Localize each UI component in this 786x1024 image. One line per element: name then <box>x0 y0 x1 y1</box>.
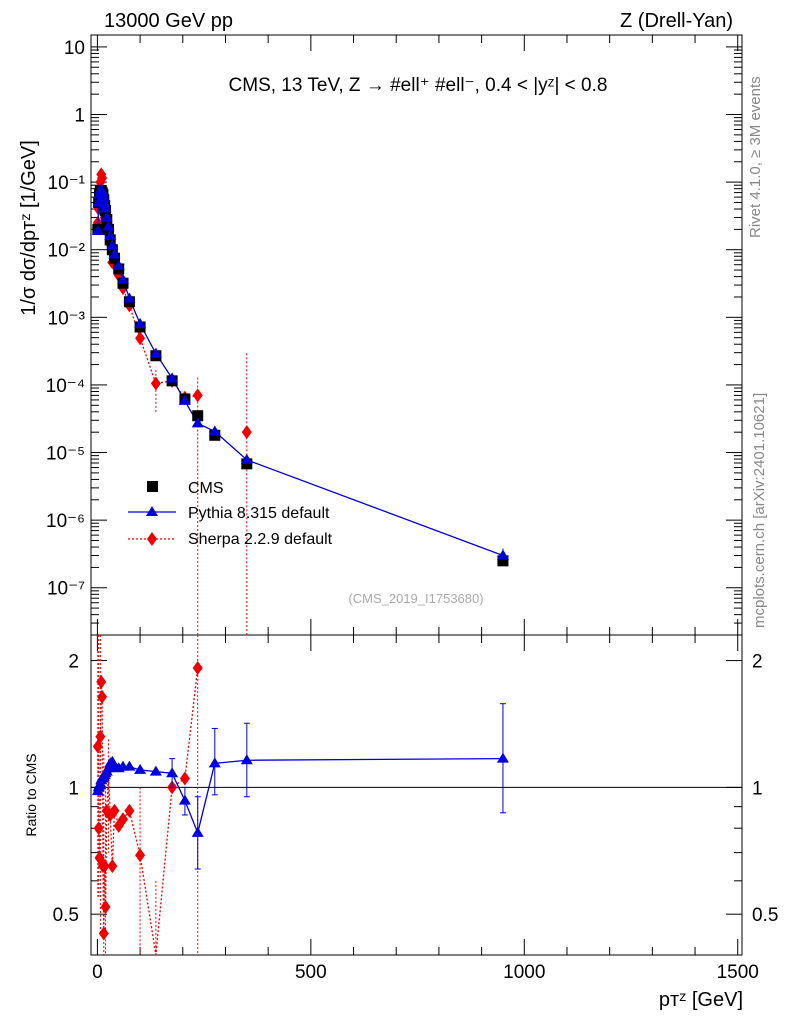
data-point <box>99 202 112 213</box>
data-point <box>135 848 146 863</box>
data-point <box>178 394 191 405</box>
data-point <box>98 197 111 208</box>
header-right: Z (Drell-Yan) <box>620 10 733 32</box>
data-point <box>106 239 119 250</box>
series-line-pythia <box>97 188 504 557</box>
y-tick-label-ratio-right: 0.5 <box>752 905 778 926</box>
y-tick-label-main: 10⁻⁶ <box>46 511 85 532</box>
data-point <box>134 317 147 328</box>
data-point <box>124 803 135 818</box>
ratio-series-group <box>91 635 509 956</box>
analysis-id: (CMS_2019_I1753680) <box>348 591 483 606</box>
series-line-sherpa <box>97 174 198 399</box>
ratio-panel-frame <box>90 634 743 956</box>
ratio-line-pythia <box>97 758 503 835</box>
data-point <box>117 273 130 284</box>
data-point <box>134 763 147 774</box>
plot-title: CMS, 13 TeV, Z → #ell⁺ #ell⁻, 0.4 < |yᶻ|… <box>229 75 608 96</box>
y-tick-label-ratio: 0.5 <box>53 905 79 926</box>
rivet-label: Rivet 4.1.0, ≥ 3M events <box>747 76 764 238</box>
data-point <box>208 757 221 768</box>
data-point <box>96 187 109 198</box>
data-point <box>106 244 118 256</box>
y-tick-label-main: 10⁻³ <box>48 308 86 329</box>
y-tick-label-main: 10⁻¹ <box>48 173 86 194</box>
data-point <box>497 555 509 567</box>
y-axis-label-main: 1/σ dσ/dpᴛᶻ [1/GeV] <box>18 140 40 316</box>
data-point <box>135 331 146 346</box>
data-point <box>97 192 110 203</box>
data-point <box>166 767 179 778</box>
y-tick-label-main: 10⁻⁷ <box>47 579 85 600</box>
data-point <box>107 859 118 874</box>
x-tick-label: 0 <box>92 962 103 983</box>
data-point <box>149 347 162 358</box>
x-axis-label: pᴛᶻ [GeV] <box>659 989 743 1011</box>
data-point <box>191 826 204 837</box>
data-point <box>241 425 252 440</box>
legend-marker-pythia <box>146 506 158 516</box>
data-point <box>97 689 108 704</box>
data-point <box>496 752 509 763</box>
legend: CMS Pythia 8.315 default Sherpa 2.2.9 de… <box>128 480 333 548</box>
y-tick-label-main: 10⁻⁴ <box>46 376 85 397</box>
y-tick-label-ratio-right: 1 <box>752 778 763 799</box>
data-point <box>123 760 136 771</box>
data-point <box>91 224 104 235</box>
data-point <box>100 900 111 915</box>
legend-marker-cms <box>147 481 158 492</box>
data-point <box>166 372 179 383</box>
data-point <box>240 453 253 464</box>
data-point <box>99 859 110 874</box>
y-tick-label-ratio-right: 2 <box>752 652 763 673</box>
legend-label-sherpa: Sherpa 2.2.9 default <box>188 531 333 548</box>
data-point <box>240 754 253 765</box>
data-point <box>496 549 509 560</box>
data-point <box>192 388 203 403</box>
x-tick-label: 1000 <box>503 962 545 983</box>
data-point <box>241 458 253 470</box>
data-point <box>149 765 162 776</box>
data-point <box>109 803 120 818</box>
y-tick-label-main: 10⁻² <box>48 241 86 262</box>
data-point <box>102 220 115 231</box>
mcplots-label: mcplots.cern.ch [arXiv:2401.10621] <box>751 393 768 628</box>
data-point <box>93 821 104 836</box>
data-point <box>112 259 125 270</box>
data-point <box>208 425 221 436</box>
y-axis-label-ratio: Ratio to CMS <box>23 753 39 836</box>
data-point <box>104 229 117 240</box>
data-point <box>95 729 106 744</box>
data-point <box>178 794 191 805</box>
legend-label-cms: CMS <box>188 480 224 497</box>
data-point <box>123 292 136 303</box>
data-point <box>98 926 109 941</box>
y-tick-label-ratio: 2 <box>68 652 79 673</box>
data-point <box>97 171 108 186</box>
data-point <box>150 376 161 391</box>
data-point <box>192 410 204 422</box>
ratio-axis-ticks: 0 500 1000 1500 0.5 0.5 1 1 2 2 <box>53 635 778 983</box>
data-point <box>191 417 204 428</box>
data-point <box>179 771 190 786</box>
y-tick-label-main: 10 <box>64 38 85 59</box>
data-point <box>108 248 121 259</box>
main-axis-ticks: 10⁻⁷ 10⁻⁶ 10⁻⁵ 10⁻⁴ 10⁻³ 10⁻² 10⁻¹ 1 10 <box>46 35 742 636</box>
data-point <box>100 211 113 222</box>
legend-marker-sherpa <box>147 532 157 546</box>
data-point <box>118 812 129 827</box>
data-point <box>96 674 107 689</box>
x-tick-label: 500 <box>295 962 327 983</box>
data-point <box>192 661 203 676</box>
legend-label-pythia: Pythia 8.315 default <box>188 505 330 522</box>
y-tick-label-main: 1 <box>74 106 85 127</box>
y-tick-label-ratio: 1 <box>68 778 79 799</box>
x-tick-label: 1500 <box>717 962 759 983</box>
header-left: 13000 GeV pp <box>104 10 233 32</box>
y-tick-label-main: 10⁻⁵ <box>46 444 85 465</box>
main-series-group <box>91 167 509 635</box>
